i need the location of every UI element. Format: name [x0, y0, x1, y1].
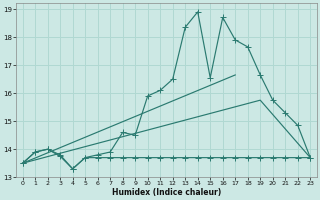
X-axis label: Humidex (Indice chaleur): Humidex (Indice chaleur) — [112, 188, 221, 197]
